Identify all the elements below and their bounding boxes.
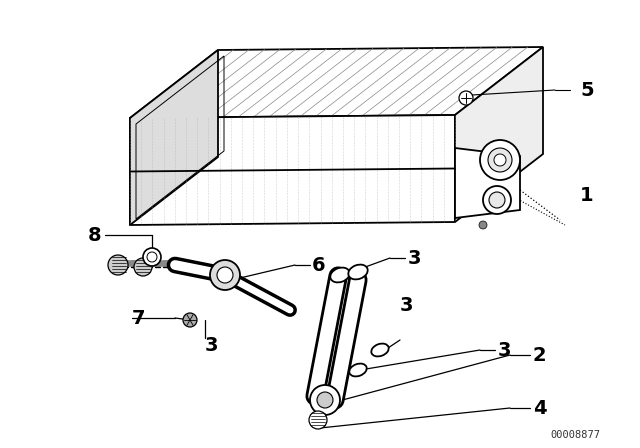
Circle shape	[183, 313, 197, 327]
Text: 3: 3	[400, 296, 413, 314]
Polygon shape	[130, 50, 218, 225]
Ellipse shape	[348, 265, 368, 280]
Circle shape	[309, 411, 327, 429]
Circle shape	[210, 260, 240, 290]
Circle shape	[494, 154, 506, 166]
Circle shape	[134, 258, 152, 276]
Polygon shape	[130, 115, 455, 225]
Ellipse shape	[349, 364, 367, 376]
Circle shape	[489, 192, 505, 208]
Text: 3: 3	[205, 336, 218, 354]
Circle shape	[480, 140, 520, 180]
Text: 8: 8	[88, 225, 102, 245]
Text: 6: 6	[312, 255, 326, 275]
Text: 4: 4	[533, 399, 547, 418]
Text: 00008877: 00008877	[550, 430, 600, 440]
Text: 7: 7	[132, 309, 145, 327]
Ellipse shape	[371, 344, 388, 357]
Circle shape	[310, 385, 340, 415]
Circle shape	[483, 186, 511, 214]
Circle shape	[217, 267, 233, 283]
Circle shape	[317, 392, 333, 408]
Text: 1: 1	[580, 185, 594, 204]
Ellipse shape	[330, 267, 349, 282]
Text: 2: 2	[533, 345, 547, 365]
Text: 5: 5	[580, 81, 594, 99]
Polygon shape	[455, 47, 543, 222]
Circle shape	[459, 91, 473, 105]
Circle shape	[143, 248, 161, 266]
Polygon shape	[130, 47, 543, 118]
Text: 3: 3	[408, 249, 422, 267]
Circle shape	[479, 221, 487, 229]
Circle shape	[108, 255, 128, 275]
Circle shape	[488, 148, 512, 172]
Circle shape	[147, 252, 157, 262]
Text: 3: 3	[498, 340, 511, 359]
Polygon shape	[455, 148, 520, 218]
